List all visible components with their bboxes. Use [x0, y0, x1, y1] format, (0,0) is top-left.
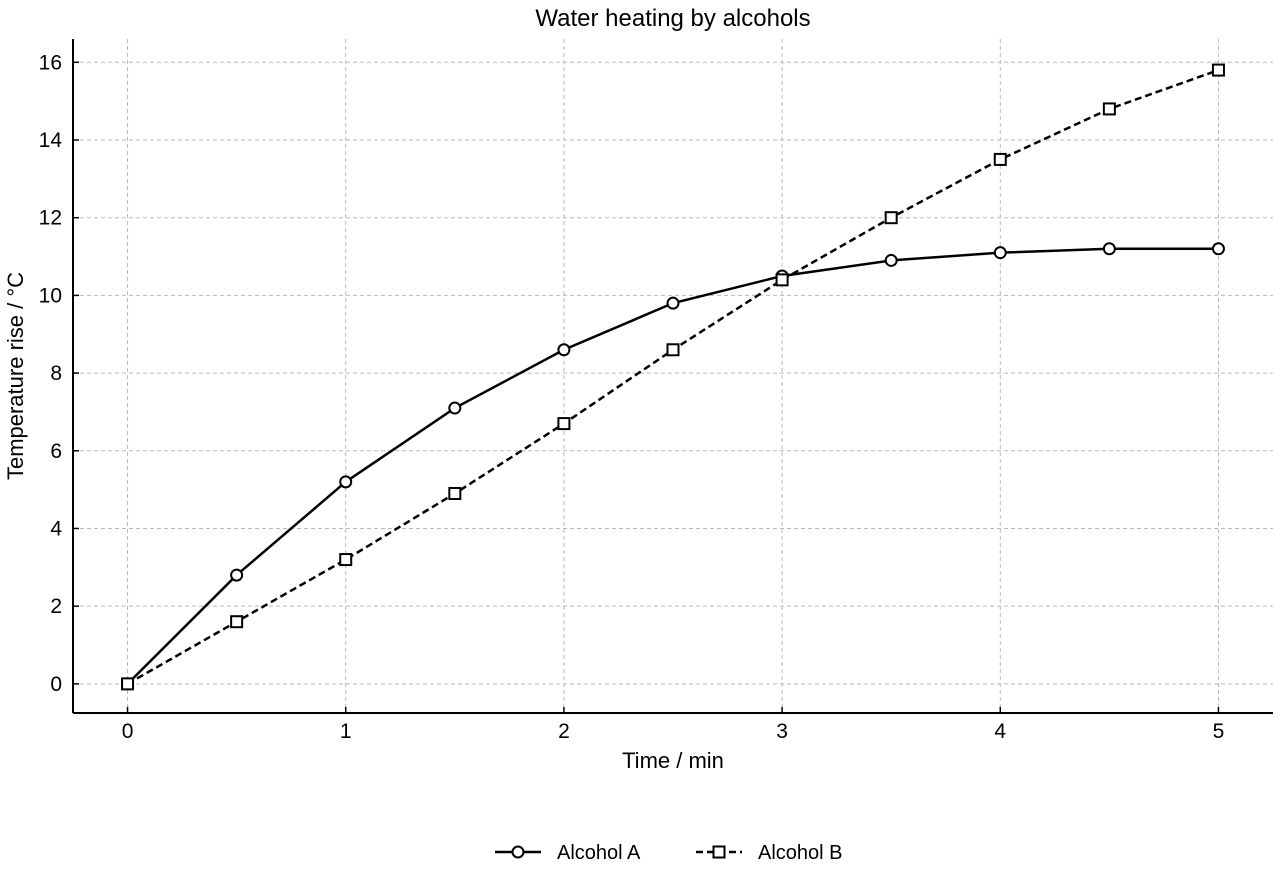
y-tick-label: 6: [50, 440, 62, 463]
series-line: [126, 247, 1219, 685]
data-point: [666, 343, 680, 357]
legend: Alcohol A Alcohol B: [495, 842, 843, 864]
x-tick-label: 4: [994, 720, 1006, 743]
data-point: [993, 246, 1007, 260]
series-alcohol-b: [121, 63, 1225, 691]
legend-marker: [511, 845, 525, 859]
data-point: [448, 401, 462, 415]
x-tick-label: 3: [776, 720, 788, 743]
data-point: [448, 487, 462, 501]
y-tick-label: 16: [39, 51, 62, 74]
data-point: [775, 273, 789, 287]
y-tick-label: 8: [50, 362, 62, 385]
x-tick-label: 0: [122, 720, 134, 743]
legend-label: Alcohol A: [557, 842, 641, 864]
x-tick-label: 1: [340, 720, 352, 743]
data-point: [230, 568, 244, 582]
chart-title: Water heating by alcohols: [535, 5, 810, 32]
series-layer: [121, 63, 1225, 691]
y-tick-label: 12: [39, 207, 62, 230]
data-point: [121, 677, 135, 691]
data-point: [557, 343, 571, 357]
x-tick-label: 2: [558, 720, 570, 743]
y-axis-label: Temperature rise / °C: [3, 272, 28, 480]
data-point: [339, 475, 353, 489]
axes: [72, 39, 1273, 714]
data-point: [1102, 242, 1116, 256]
data-point: [339, 553, 353, 567]
grid: [73, 39, 1273, 713]
legend-label: Alcohol B: [758, 842, 843, 864]
y-tick-label: 2: [50, 595, 62, 618]
series-alcohol-a: [121, 242, 1225, 691]
y-tick-label: 10: [39, 284, 62, 307]
x-tick-label: 5: [1213, 720, 1225, 743]
data-point: [1211, 63, 1225, 77]
data-point: [230, 615, 244, 629]
data-point: [557, 417, 571, 431]
x-axis-label: Time / min: [622, 748, 724, 773]
y-tick-label: 4: [50, 517, 62, 540]
y-tick-label: 14: [39, 129, 63, 152]
y-tick-label: 0: [50, 673, 62, 696]
data-point: [1211, 242, 1225, 256]
legend-item: Alcohol B: [696, 842, 843, 864]
legend-item: Alcohol A: [495, 842, 641, 864]
data-point: [1102, 102, 1116, 116]
legend-marker: [712, 845, 726, 859]
data-point: [666, 296, 680, 310]
data-point: [884, 211, 898, 225]
data-point: [993, 152, 1007, 166]
series-line: [126, 68, 1219, 685]
data-point: [884, 253, 898, 267]
